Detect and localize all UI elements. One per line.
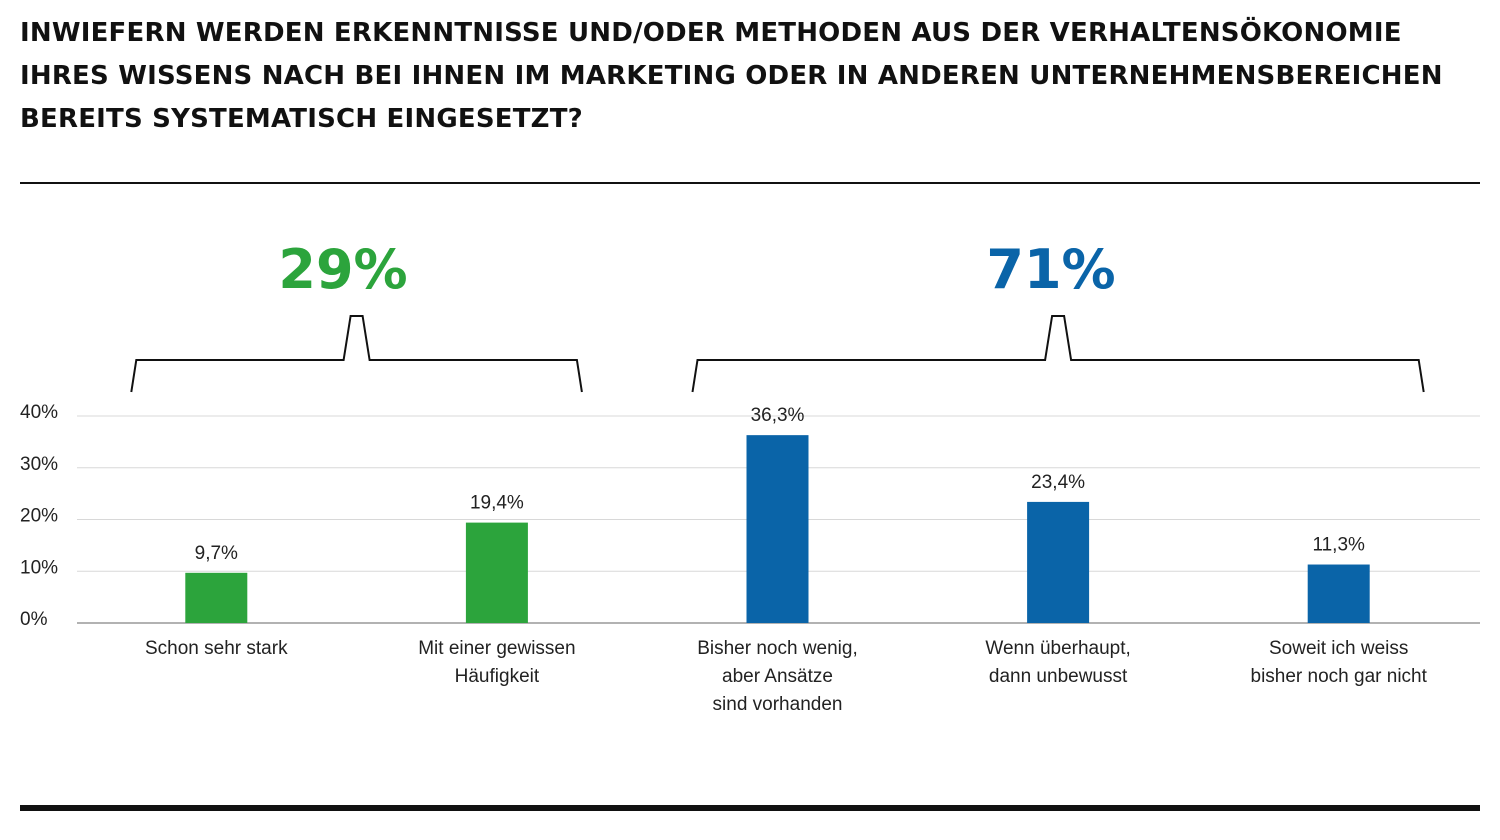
- category-label: aber Ansätze: [722, 666, 833, 687]
- bar: [465, 522, 528, 623]
- group-total-positive: 29%: [278, 238, 408, 301]
- bar: [185, 572, 248, 623]
- group-brace-2: [691, 315, 1425, 393]
- bar: [746, 435, 809, 623]
- value-label: 9,7%: [195, 543, 238, 564]
- title-line-2: IHRES WISSENS NACH BEI IHNEN IM MARKETIN…: [20, 61, 1443, 91]
- y-tick-label: 30%: [20, 454, 58, 475]
- y-tick-label: 0%: [20, 609, 48, 630]
- category-label: Soweit ich weiss: [1269, 638, 1408, 659]
- chart-title: INWIEFERN WERDEN ERKENNTNISSE UND/ODER M…: [20, 12, 1490, 141]
- value-label: 23,4%: [1031, 472, 1085, 493]
- group-brace-1: [130, 315, 583, 393]
- group-total-negative: 71%: [986, 238, 1116, 301]
- value-label: 36,3%: [751, 405, 805, 426]
- bar: [1307, 564, 1370, 623]
- category-label: bisher noch gar nicht: [1251, 666, 1428, 687]
- category-label: Häufigkeit: [455, 666, 540, 687]
- y-tick-label: 10%: [20, 557, 58, 578]
- category-label: Mit einer gewissen: [418, 638, 575, 659]
- top-divider: [20, 182, 1480, 184]
- category-label: Wenn überhaupt,: [985, 638, 1130, 659]
- category-label: dann unbewusst: [989, 666, 1128, 687]
- bar: [1027, 501, 1090, 623]
- category-label: Bisher noch wenig,: [697, 638, 858, 659]
- category-label: Schon sehr stark: [145, 638, 288, 659]
- title-line-3: BEREITS SYSTEMATISCH EINGESETZT?: [20, 104, 583, 134]
- bottom-divider: [20, 805, 1480, 811]
- value-label: 19,4%: [470, 493, 524, 514]
- title-line-1: INWIEFERN WERDEN ERKENNTNISSE UND/ODER M…: [20, 18, 1402, 48]
- value-label: 11,3%: [1312, 535, 1365, 556]
- y-tick-label: 40%: [20, 402, 58, 423]
- category-label: sind vorhanden: [713, 694, 843, 715]
- y-tick-label: 20%: [20, 506, 58, 527]
